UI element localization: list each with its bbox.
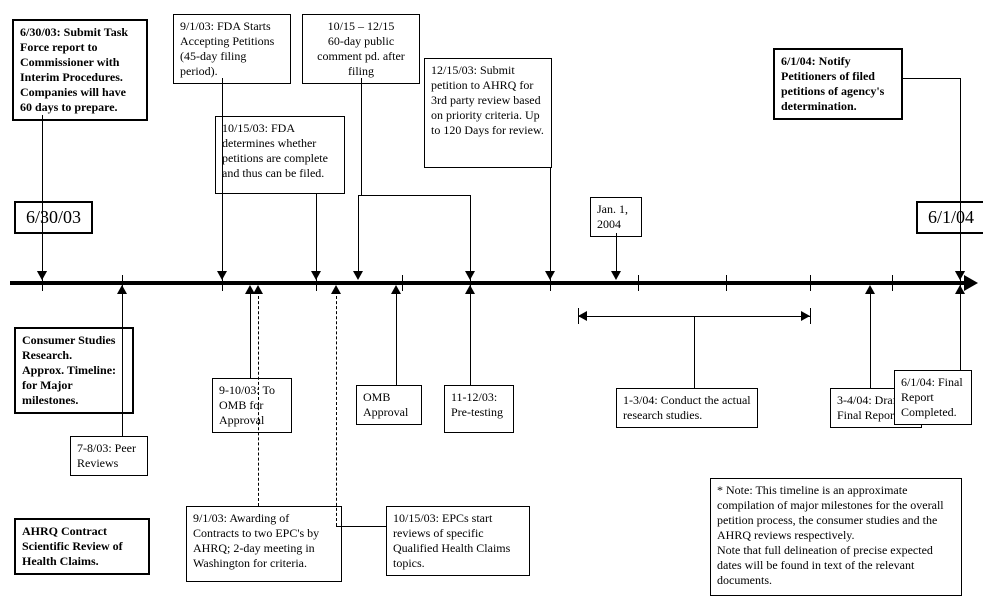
to-omb-box: 9-10/03: To OMB for Approval <box>212 378 292 433</box>
omb-approval-box: OMB Approval <box>356 385 422 425</box>
awarding-box: 9/1/03: Awarding of Contracts to two EPC… <box>186 506 342 582</box>
consumer-studies-box: Consumer Studies Research. Approx. Timel… <box>14 327 134 414</box>
public-comment-box: 10/15 – 12/15 60-day public comment pd. … <box>302 14 420 84</box>
start-date-box: 6/30/03 <box>14 201 93 234</box>
ahrq-label-box: AHRQ Contract Scientific Review of Healt… <box>14 518 150 575</box>
notify-box: 6/1/04: Notify Petitioners of filed peti… <box>773 48 903 120</box>
timeline-axis <box>10 281 970 285</box>
note-box: * Note: This timeline is an approximate … <box>710 478 962 596</box>
jan-2004-box: Jan. 1, 2004 <box>590 197 642 237</box>
end-date-box: 6/1/04 <box>916 201 983 234</box>
timeline-arrowhead <box>964 275 978 291</box>
peer-reviews-box: 7-8/03: Peer Reviews <box>70 436 148 476</box>
ahrq-submit-box: 12/15/03: Submit petition to AHRQ for 3r… <box>424 58 552 168</box>
conduct-box: 1-3/04: Conduct the actual research stud… <box>616 388 758 428</box>
fda-complete-box: 10/15/03: FDA determines whether petitio… <box>215 116 345 194</box>
task-force-box: 6/30/03: Submit Task Force report to Com… <box>12 19 148 121</box>
final-report-box: 6/1/04: Final Report Completed. <box>894 370 972 425</box>
epc-reviews-box: 10/15/03: EPCs start reviews of specific… <box>386 506 530 576</box>
fda-accept-box: 9/1/03: FDA Starts Accepting Petitions (… <box>173 14 291 84</box>
pretesting-box: 11-12/03: Pre-testing <box>444 385 514 433</box>
